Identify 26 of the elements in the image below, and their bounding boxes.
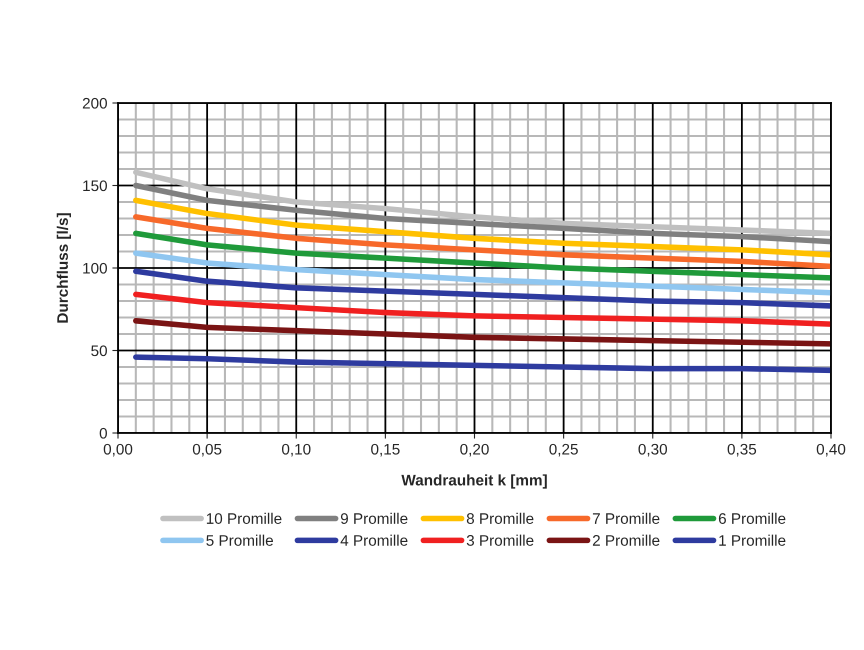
x-tick-label: 0,20 [460,444,489,456]
x-tick-label: 0,05 [192,444,222,456]
legend-label: 1 Promille [719,534,786,546]
x-tick-label: 0,30 [638,444,668,456]
legend-label: 3 Promille [466,534,534,546]
x-tick-label: 0,40 [816,444,846,456]
legend-label: 9 Promille [340,512,408,524]
y-axis-title: Durchfluss [l/s] [56,213,71,323]
legend-label: 8 Promille [466,512,534,524]
x-tick-label: 0,15 [371,444,400,456]
x-axis-title: Wandrauheit k [mm] [401,474,547,489]
x-tick-label: 0,35 [728,444,756,456]
y-tick-label: 50 [91,345,107,356]
y-tick-label: 100 [83,262,107,274]
legend-label: 10 Promille [206,512,282,524]
y-tick-label: 0 [100,428,107,439]
legend-label: 5 Promille [206,534,273,546]
x-tick-label: 0,25 [549,444,578,456]
x-tick-label: 0,10 [282,444,311,456]
legend-label: 6 Promille [718,512,786,524]
x-tick-label: 0,00 [104,444,132,456]
legend-label: 2 Promille [592,534,660,546]
y-tick-label: 200 [82,98,107,109]
legend-label: 7 Promille [592,512,660,524]
legend-label: 4 Promille [340,534,408,546]
y-tick-label: 150 [83,180,107,192]
